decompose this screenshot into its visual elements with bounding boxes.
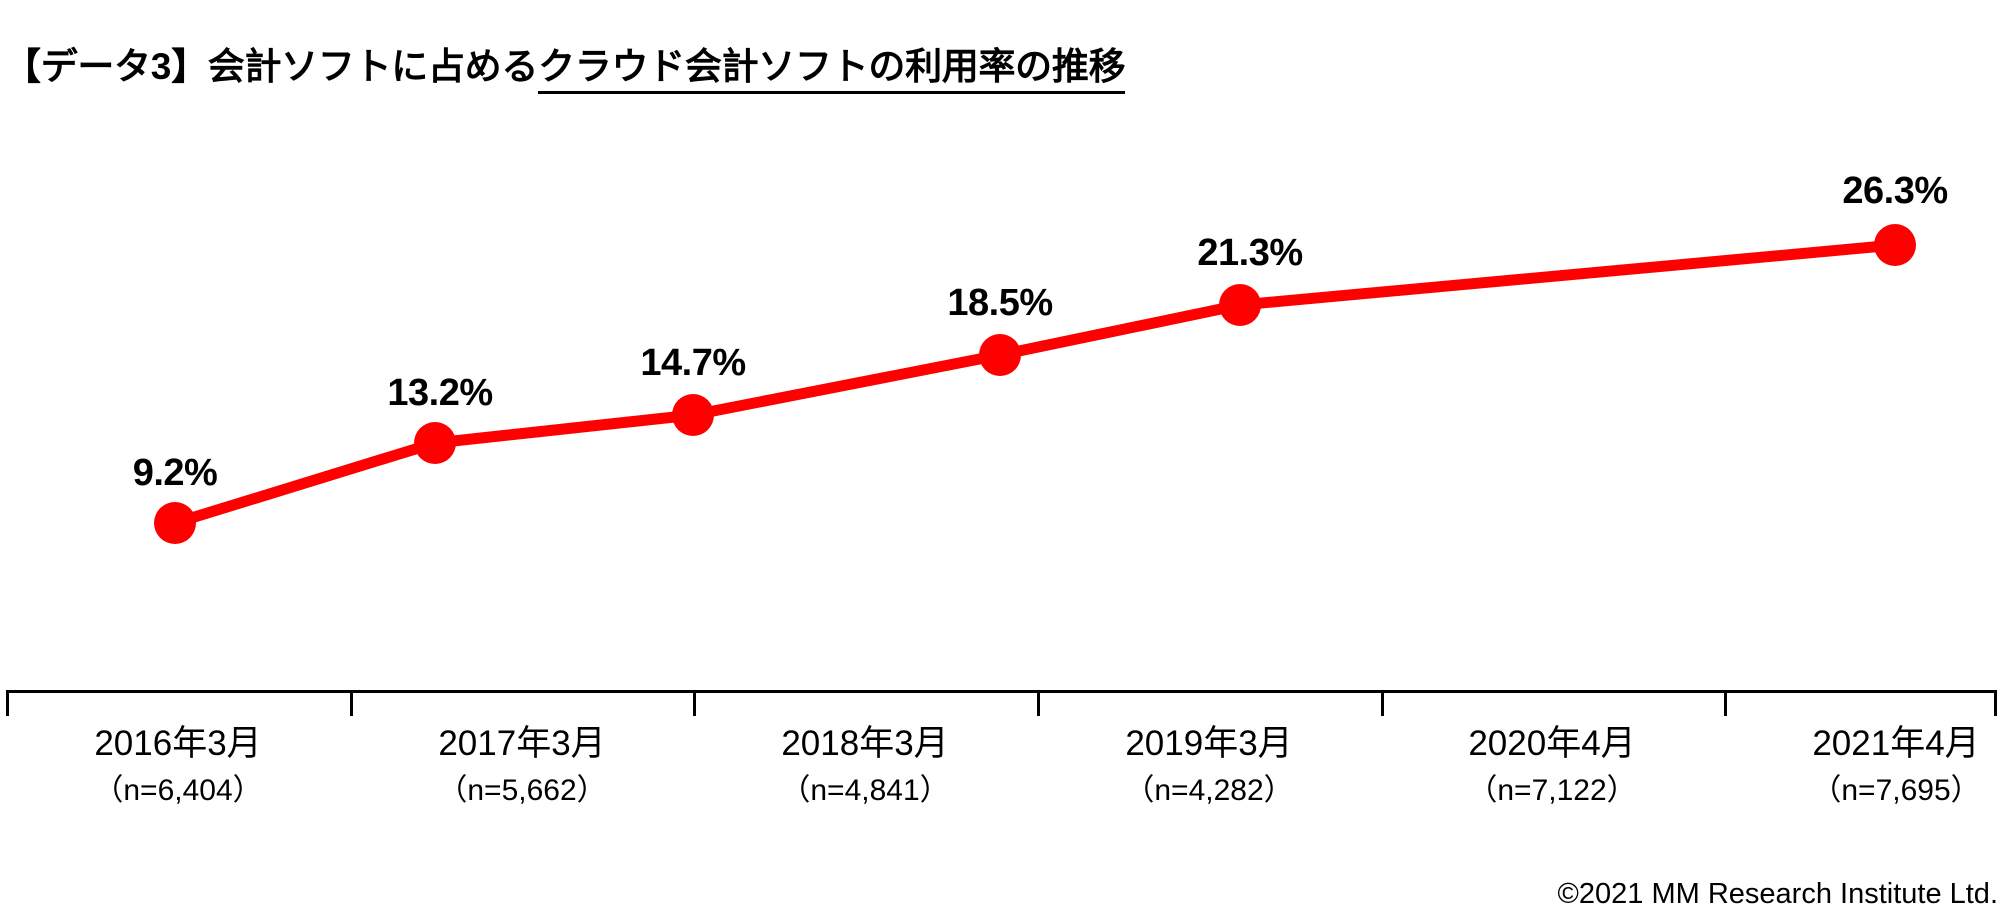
- x-axis-tick: [1381, 690, 1384, 716]
- line-chart-graphic: [154, 224, 1916, 544]
- category-period: 2019年3月: [1125, 724, 1293, 763]
- data-point-label: 21.3%: [1197, 232, 1303, 274]
- x-axis-category-label: 2016年3月 （n=6,404）: [93, 722, 262, 810]
- data-point-marker[interactable]: [1219, 284, 1261, 326]
- series-line: [169, 239, 1901, 529]
- copyright-credit: ©2021 MM Research Institute Ltd.: [1557, 878, 1998, 910]
- x-axis-line: [6, 690, 1994, 693]
- data-point-marker[interactable]: [979, 334, 1021, 376]
- x-axis-category-label: 2019年3月 （n=4,282）: [1124, 722, 1293, 810]
- data-point-label: 14.7%: [640, 342, 746, 384]
- data-point-marker[interactable]: [154, 502, 196, 544]
- category-period: 2020年4月: [1468, 724, 1636, 763]
- page-title: 【データ3】会計ソフトに占めるクラウド会計ソフトの利用率の推移: [4, 44, 1126, 94]
- x-axis-category-label: 2020年4月 （n=7,122）: [1467, 722, 1636, 810]
- x-axis-category-labels: 2016年3月 （n=6,404） 2017年3月 （n=5,662） 2018年3月 （…: [0, 722, 2000, 862]
- data-point-marker[interactable]: [1874, 224, 1916, 266]
- plot-area: [0, 100, 2000, 700]
- data-point-label: 26.3%: [1842, 170, 1948, 212]
- category-period: 2017年3月: [438, 724, 606, 763]
- page-title-plain: 【データ3】会計ソフトに占める: [4, 46, 539, 87]
- category-period: 2016年3月: [94, 724, 262, 763]
- data-point-marker[interactable]: [672, 394, 714, 436]
- x-axis-tick: [1037, 690, 1040, 716]
- x-axis-tick: [350, 690, 353, 716]
- category-sample-size: （n=6,404）: [93, 773, 263, 807]
- x-axis-tick: [6, 690, 9, 716]
- category-sample-size: （n=7,695）: [1811, 773, 1981, 807]
- category-sample-size: （n=4,841）: [780, 773, 950, 807]
- x-axis-tick: [1994, 690, 1997, 716]
- data-point-label: 18.5%: [947, 282, 1053, 324]
- x-axis-tick: [693, 690, 696, 716]
- x-axis-category-label: 2017年3月 （n=5,662）: [437, 722, 606, 810]
- category-period: 2021年4月: [1812, 724, 1980, 763]
- page-title-underlined: クラウド会計ソフトの利用率の推移: [538, 46, 1126, 94]
- category-sample-size: （n=5,662）: [437, 773, 607, 807]
- data-point-label: 13.2%: [387, 372, 493, 414]
- x-axis-category-label: 2018年3月 （n=4,841）: [780, 722, 949, 810]
- x-axis-category-label: 2021年4月 （n=7,695）: [1811, 722, 1980, 810]
- data-point-label: 9.2%: [132, 452, 218, 494]
- category-sample-size: （n=7,122）: [1467, 773, 1637, 807]
- data-point-marker[interactable]: [414, 422, 456, 464]
- x-axis-tick: [1724, 690, 1727, 716]
- category-sample-size: （n=4,282）: [1124, 773, 1294, 807]
- category-period: 2018年3月: [781, 724, 949, 763]
